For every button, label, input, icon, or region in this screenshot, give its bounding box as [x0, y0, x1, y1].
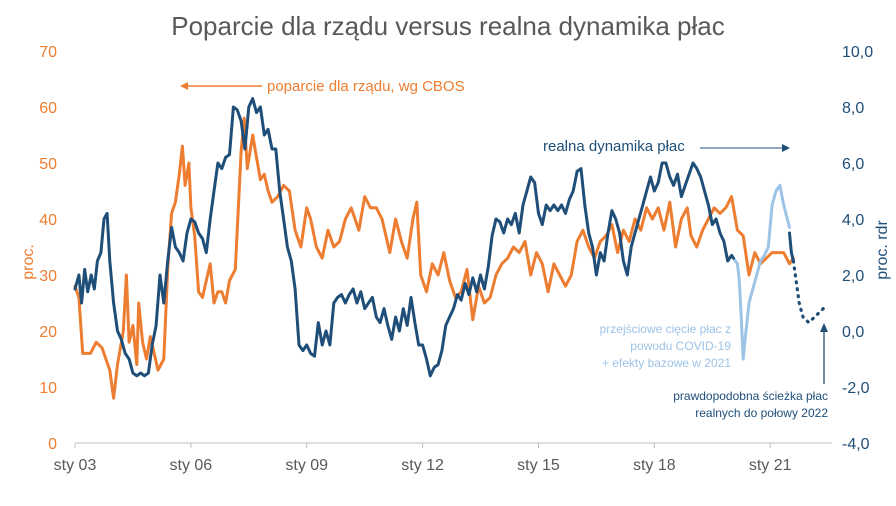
- right-tick-label: -4,0: [842, 436, 870, 453]
- left-tick-label: 20: [39, 324, 57, 341]
- right-tick-label: 8,0: [842, 100, 864, 117]
- left-axis: 0 10 20 30 40 50 60 70: [39, 44, 57, 453]
- x-tick-label: sty 15: [517, 457, 560, 474]
- x-tick-label: sty 06: [170, 457, 213, 474]
- right-tick-label: 10,0: [842, 44, 873, 61]
- path-label-line-1: prawdopodobna ścieżka płac: [673, 389, 828, 403]
- left-tick-label: 0: [48, 436, 57, 453]
- support-annotation: poparcie dla rządu, wg CBOS: [180, 78, 465, 95]
- x-tick-label: sty 21: [749, 457, 792, 474]
- chart-title: Poparcie dla rządu versus realna dynamik…: [171, 11, 725, 41]
- right-tick-label: 6,0: [842, 156, 864, 173]
- x-tick-label: sty 18: [633, 457, 676, 474]
- x-axis: sty 03 sty 06 sty 09 sty 12 sty 15 sty 18 sty …: [54, 443, 792, 474]
- left-tick-label: 30: [39, 268, 57, 285]
- right-tick-label: 2,0: [842, 268, 864, 285]
- left-tick-label: 50: [39, 156, 57, 173]
- right-tick-label: 0,0: [842, 324, 864, 341]
- left-tick-label: 10: [39, 380, 57, 397]
- path-annotation: prawdopodobna ścieżka płac realnych do p…: [673, 323, 828, 420]
- right-tick-label: -2,0: [842, 380, 870, 397]
- support-series-line: [73, 116, 795, 400]
- wages-annotation: realna dynamika płac: [543, 138, 790, 155]
- x-tick-label: sty 12: [401, 457, 444, 474]
- wages-arrowhead: [782, 144, 790, 152]
- wages-2021-series-line: [788, 231, 795, 263]
- covid-series-line: [732, 183, 791, 361]
- right-axis-label: proc. rdr: [874, 220, 891, 280]
- x-tick-label: sty 09: [285, 457, 328, 474]
- left-tick-label: 70: [39, 44, 57, 61]
- covid-annotation: przejściowe cięcie płac z powodu COVID-1…: [600, 322, 732, 370]
- covid-label-line-2: powodu COVID-19: [630, 339, 731, 353]
- wages-label: realna dynamika płac: [543, 138, 685, 155]
- left-axis-label: proc.: [20, 244, 37, 280]
- covid-label-line-3: + efekty bazowe w 2021: [602, 356, 731, 370]
- support-label: poparcie dla rządu, wg CBOS: [267, 78, 465, 95]
- right-tick-label: 4,0: [842, 212, 864, 229]
- path-label-line-2: realnych do połowy 2022: [695, 406, 828, 420]
- path-arrowhead: [820, 323, 828, 332]
- left-tick-label: 60: [39, 100, 57, 117]
- projected-path-series-line: [791, 259, 828, 325]
- right-axis: -4,0 -2,0 0,0 2,0 4,0 6,0 8,0 10,0: [842, 44, 873, 453]
- x-tick-label: sty 03: [54, 457, 97, 474]
- left-tick-label: 40: [39, 212, 57, 229]
- wages-series-line: [73, 97, 735, 378]
- support-arrowhead: [180, 82, 188, 90]
- covid-label-line-1: przejściowe cięcie płac z: [600, 322, 731, 336]
- series-layer: [73, 97, 828, 400]
